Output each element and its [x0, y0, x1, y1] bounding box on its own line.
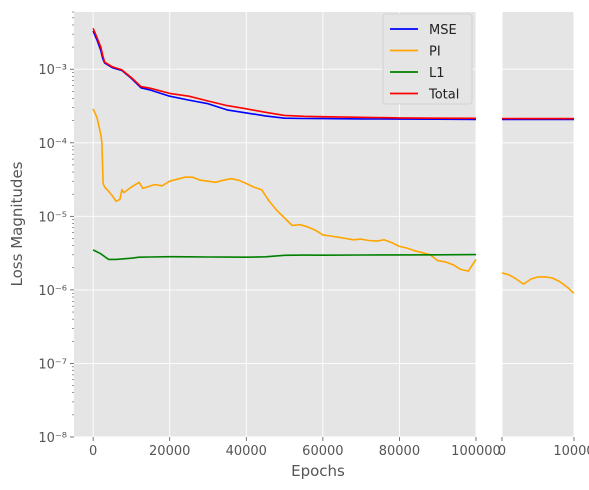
- panel-inset-background: [502, 12, 574, 437]
- x-tick-label: 60000: [302, 444, 343, 459]
- legend-label-pi: PI: [429, 45, 441, 60]
- legend-label-mse: MSE: [429, 23, 457, 38]
- x-tick-label: 100000: [451, 444, 501, 459]
- y-tick-label: 10⁻⁸: [38, 431, 67, 446]
- x-axis-label: Epochs: [291, 462, 345, 480]
- series-line-total: [92, 27, 477, 120]
- legend-label-total: Total: [428, 88, 459, 103]
- x-tick-label: 0: [498, 444, 506, 459]
- series-line-pi: [501, 272, 575, 294]
- legend: MSE PI L1 Total: [382, 13, 473, 105]
- y-tick-label: 10⁻⁷: [38, 357, 67, 372]
- y-axis-label: Loss Magnitudes: [8, 161, 26, 286]
- legend-frame: [382, 13, 473, 105]
- x-tick-label: 10000: [553, 444, 589, 459]
- x-tick-label: 80000: [379, 444, 420, 459]
- y-tick-label: 10⁻⁵: [38, 210, 67, 225]
- legend-label-l1: L1: [429, 66, 445, 81]
- x-tick-label: 20000: [149, 444, 190, 459]
- series-line-l1: [92, 249, 477, 261]
- y-tick-label: 10⁻⁴: [38, 137, 67, 152]
- series-line-pi: [92, 108, 477, 272]
- y-tick-label: 10⁻⁶: [38, 284, 67, 299]
- y-tick-label: 10⁻³: [38, 63, 67, 78]
- x-tick-label: 0: [89, 444, 97, 459]
- x-tick-label: 40000: [226, 444, 267, 459]
